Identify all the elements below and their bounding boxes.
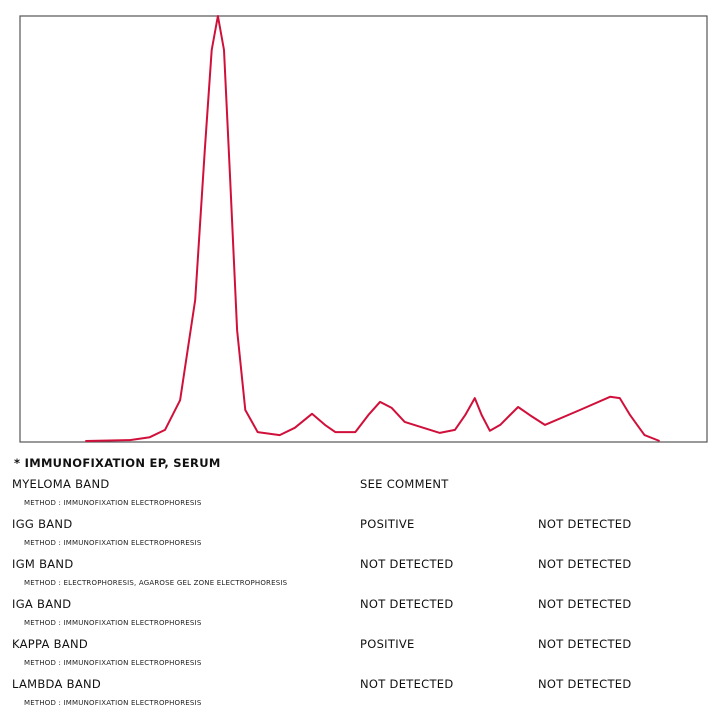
- band-reference: NOT DETECTED: [538, 597, 632, 611]
- band-name: IGA BAND: [12, 597, 72, 611]
- method-note: METHOD : IMMUNOFIXATION ELECTROPHORESIS: [24, 619, 202, 627]
- chart-frame: [19, 15, 708, 443]
- band-result: NOT DETECTED: [360, 677, 454, 691]
- band-reference: NOT DETECTED: [538, 677, 632, 691]
- band-result: SEE COMMENT: [360, 477, 449, 491]
- method-note: METHOD : ELECTROPHORESIS, AGAROSE GEL ZO…: [24, 579, 288, 587]
- report-title: * IMMUNOFIXATION EP, SERUM: [14, 456, 221, 470]
- band-result: POSITIVE: [360, 517, 415, 531]
- band-result: POSITIVE: [360, 637, 415, 651]
- band-name: LAMBDA BAND: [12, 677, 102, 691]
- method-note: METHOD : IMMUNOFIXATION ELECTROPHORESIS: [24, 699, 202, 707]
- method-note: METHOD : IMMUNOFIXATION ELECTROPHORESIS: [24, 539, 202, 547]
- band-name: IGG BAND: [12, 517, 73, 531]
- band-name: KAPPA BAND: [12, 637, 89, 651]
- trace-line: [85, 15, 660, 442]
- band-reference: NOT DETECTED: [538, 637, 632, 651]
- band-reference: NOT DETECTED: [538, 517, 632, 531]
- method-note: METHOD : IMMUNOFIXATION ELECTROPHORESIS: [24, 659, 202, 667]
- band-result: NOT DETECTED: [360, 597, 454, 611]
- band-result: NOT DETECTED: [360, 557, 454, 571]
- band-name: MYELOMA BAND: [12, 477, 110, 491]
- electrophoresis-chart: [19, 15, 708, 443]
- band-name: IGM BAND: [12, 557, 74, 571]
- method-note: METHOD : IMMUNOFIXATION ELECTROPHORESIS: [24, 499, 202, 507]
- band-reference: NOT DETECTED: [538, 557, 632, 571]
